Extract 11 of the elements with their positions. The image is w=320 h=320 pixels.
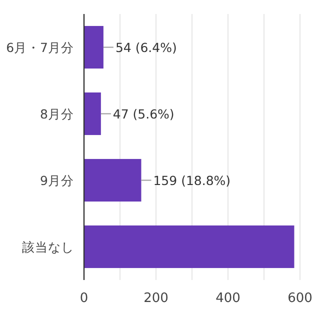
y-tick-label: 6月・7月分 — [6, 40, 74, 55]
y-tick-label: 8月分 — [40, 106, 74, 122]
x-tick-label: 600 — [288, 291, 312, 306]
x-tick-label: 200 — [144, 291, 168, 306]
data-label: 47 (5.6%) — [112, 106, 174, 122]
data-label: 159 (18.8%) — [153, 172, 231, 188]
y-tick-label: 9月分 — [40, 172, 74, 188]
y-tick-label: 該当なし — [22, 239, 74, 254]
x-tick-label: 400 — [216, 291, 240, 306]
x-tick-label: 0 — [80, 291, 88, 306]
data-label: 54 (6.4%) — [115, 40, 177, 55]
